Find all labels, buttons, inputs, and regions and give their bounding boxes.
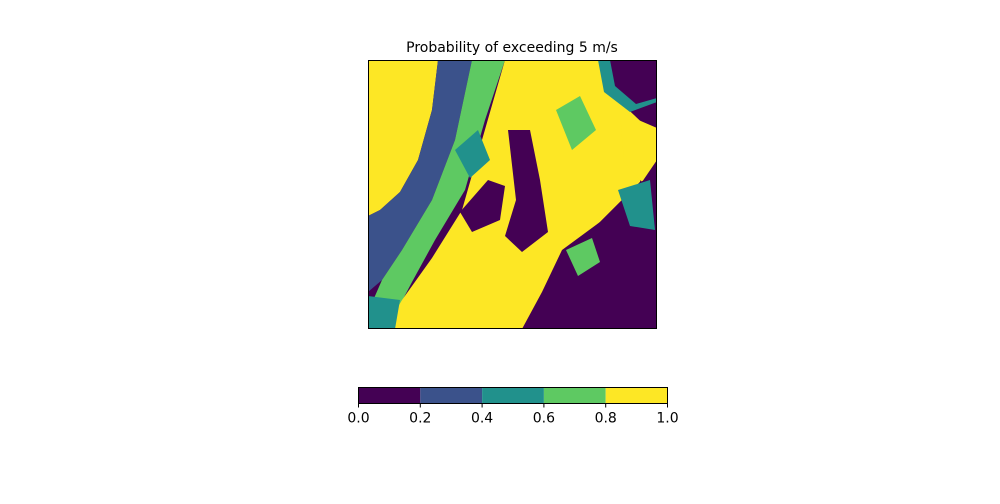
map-frame bbox=[368, 60, 657, 329]
map-region bbox=[618, 180, 655, 230]
map-region bbox=[455, 130, 490, 178]
map-region bbox=[620, 112, 657, 182]
tick-label: 0.0 bbox=[347, 411, 369, 427]
map bbox=[368, 60, 657, 329]
tick-label: 0.8 bbox=[595, 411, 617, 427]
map-region bbox=[368, 60, 438, 216]
map-region bbox=[505, 130, 548, 252]
tick-label: 0.6 bbox=[533, 411, 555, 427]
map-region bbox=[566, 238, 600, 276]
map-region bbox=[556, 96, 596, 150]
map-region bbox=[368, 60, 472, 292]
chart-title: Probability of exceeding 5 m/s bbox=[406, 40, 618, 56]
colorbar-segment bbox=[543, 387, 606, 404]
map-region bbox=[610, 60, 657, 104]
tick-label: 0.4 bbox=[471, 411, 493, 427]
colorbar-frame bbox=[358, 387, 668, 404]
colorbar-segment bbox=[358, 387, 421, 404]
map-region bbox=[460, 180, 505, 232]
map-region bbox=[368, 296, 400, 329]
colorbar-segment bbox=[482, 387, 544, 404]
colorbar: 0.0 0.2 0.4 0.6 0.8 1.0 bbox=[347, 387, 679, 427]
tick-label: 1.0 bbox=[656, 411, 678, 427]
tick-label: 0.2 bbox=[409, 411, 431, 427]
map-region bbox=[368, 60, 505, 329]
colorbar-segment bbox=[420, 387, 483, 404]
colorbar-segment bbox=[605, 387, 668, 404]
